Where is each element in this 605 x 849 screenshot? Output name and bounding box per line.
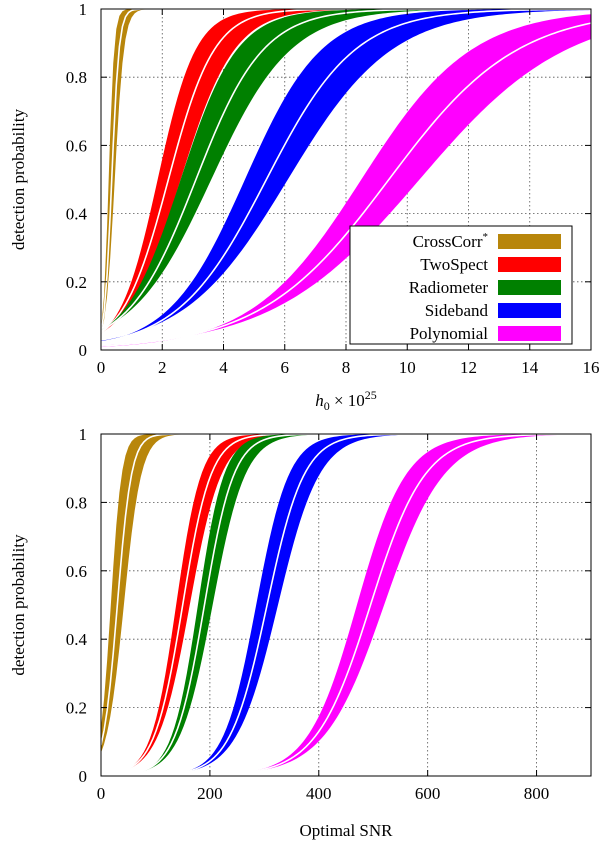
legend-label: CrossCorr*	[413, 231, 488, 251]
legend-label: Sideband	[425, 301, 489, 320]
y-tick-label: 1	[79, 425, 88, 444]
x-tick-label: 200	[197, 784, 223, 803]
x-tick-label: 14	[521, 358, 539, 377]
y-tick-label: 0	[79, 767, 88, 786]
x-tick-label: 400	[306, 784, 332, 803]
x-axis-label: h0 × 1025	[315, 388, 377, 413]
legend-label: Polynomial	[410, 324, 489, 343]
center-line-twospect	[101, 434, 591, 776]
y-tick-label: 1	[79, 0, 88, 19]
legend-swatch	[498, 257, 561, 272]
y-tick-label: 0.6	[66, 136, 87, 155]
plot-frame	[100, 433, 592, 777]
y-tick-label: 0.8	[66, 493, 87, 512]
x-tick-label: 8	[342, 358, 351, 377]
legend: CrossCorr* TwoSpect Radiometer Sideband Poly…	[349, 225, 573, 345]
legend-swatch	[498, 326, 561, 341]
legend-label: TwoSpect	[420, 255, 488, 274]
y-tick-label: 0.2	[66, 699, 87, 718]
x-tick-label: 16	[583, 358, 600, 377]
band-crosscorr	[101, 434, 591, 753]
bottom-chart: 0 200 400 600 800 0 0.2 0.4 0.6 0.8 1 detection pro…	[9, 425, 592, 840]
x-tick-label: 800	[524, 784, 550, 803]
x-tick-label: 12	[460, 358, 477, 377]
band-radiometer	[101, 9, 591, 331]
x-tick-label: 0	[97, 784, 106, 803]
x-axis-label: Optimal SNR	[299, 821, 393, 840]
x-tick-label: 600	[415, 784, 441, 803]
top-chart: 0 2 4 6 8 10 12 14 16 0 0.2 0.4 0.6 0.8 1 detection pro…	[9, 0, 600, 413]
plot-area	[101, 9, 591, 347]
y-tick-label: 0.2	[66, 273, 87, 292]
legend-swatch	[498, 234, 561, 249]
center-line-sideband	[101, 434, 591, 776]
band-polynomial	[101, 14, 591, 347]
y-tick-label: 0.4	[66, 630, 88, 649]
legend-label: Radiometer	[409, 278, 489, 297]
x-tick-label: 0	[97, 358, 106, 377]
legend-swatch	[498, 280, 561, 295]
y-axis-label: detection probability	[9, 108, 28, 250]
center-line-polynomial	[101, 22, 591, 347]
band-sideband	[101, 9, 591, 343]
y-tick-label: 0.6	[66, 562, 87, 581]
y-tick-label: 0	[79, 341, 88, 360]
y-axis-label: detection probability	[9, 534, 28, 676]
center-line-radiometer	[101, 434, 591, 776]
band-polynomial	[101, 434, 591, 776]
y-tick-label: 0.8	[66, 68, 87, 87]
x-tick-label: 4	[219, 358, 228, 377]
band-radiometer	[101, 434, 591, 776]
band-sideband	[101, 434, 591, 776]
band-twospect	[101, 434, 591, 776]
y-tick-label: 0.4	[66, 205, 88, 224]
plot-area	[101, 434, 591, 776]
x-tick-label: 6	[281, 358, 290, 377]
x-tick-label: 10	[399, 358, 416, 377]
legend-swatch	[498, 303, 561, 318]
center-line-polynomial	[101, 434, 591, 776]
x-tick-label: 2	[158, 358, 167, 377]
center-line-sideband	[101, 9, 591, 343]
